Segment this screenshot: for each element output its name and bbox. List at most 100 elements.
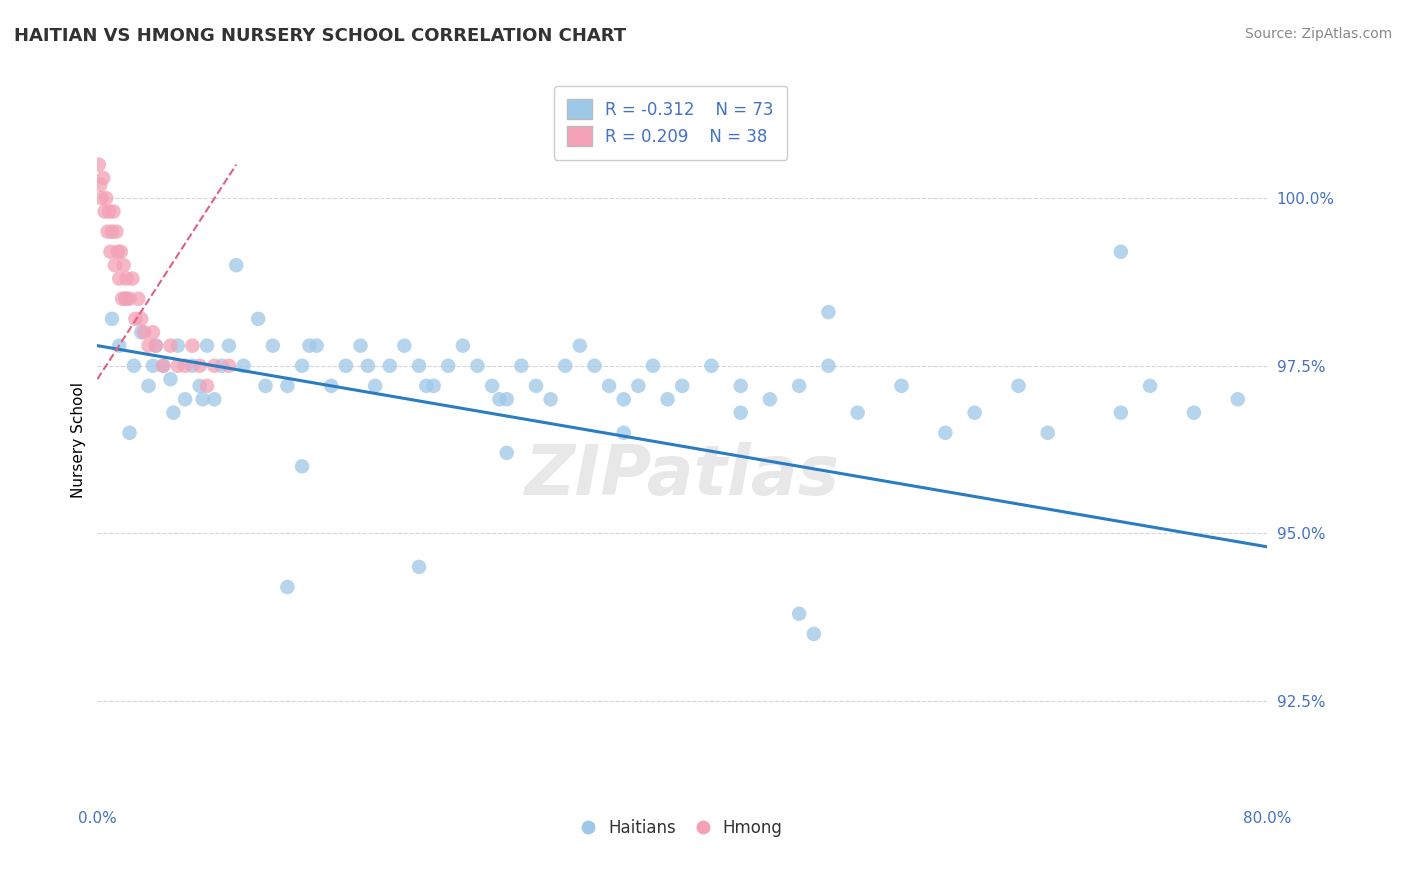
Point [152,359,174,373]
Point [730,379,752,393]
Point [627,379,650,393]
Point [583,359,606,373]
Point [98,204,121,219]
Point [495,446,517,460]
Point [467,359,489,373]
Point [378,359,401,373]
Point [91,171,114,186]
Point [225,258,247,272]
Point [97,225,120,239]
Point [641,359,664,373]
Point [335,359,357,373]
Point [211,359,233,373]
Point [145,338,167,352]
Point [118,425,141,440]
Point [291,459,314,474]
Point [152,359,174,373]
Legend: Haitians, Hmong: Haitians, Hmong [575,813,789,844]
Point [142,359,165,373]
Point [159,338,181,352]
Point [138,379,160,393]
Point [100,244,122,259]
Point [124,311,146,326]
Point [115,292,138,306]
Y-axis label: Nursery School: Nursery School [72,382,86,498]
Point [166,338,188,352]
Point [174,359,197,373]
Point [817,359,839,373]
Point [218,338,240,352]
Point [101,311,124,326]
Point [488,392,510,407]
Point [107,244,129,259]
Point [700,359,723,373]
Point [142,325,165,339]
Point [112,258,135,272]
Point [218,359,240,373]
Point [422,379,444,393]
Point [195,338,218,352]
Point [111,292,134,306]
Point [495,392,517,407]
Point [108,271,131,285]
Point [613,392,636,407]
Point [437,359,460,373]
Point [94,191,117,205]
Point [510,359,533,373]
Point [817,305,839,319]
Point [787,607,810,621]
Point [364,379,387,393]
Point [138,338,160,352]
Point [121,271,143,285]
Point [1007,379,1029,393]
Point [963,406,986,420]
Point [87,158,110,172]
Point [759,392,782,407]
Point [730,406,752,420]
Point [162,406,184,420]
Point [105,225,128,239]
Point [357,359,380,373]
Point [108,338,131,352]
Point [254,379,277,393]
Point [195,379,218,393]
Point [934,425,956,440]
Point [191,392,214,407]
Point [232,359,254,373]
Point [276,580,298,594]
Point [122,359,145,373]
Point [598,379,620,393]
Point [89,178,111,192]
Point [166,359,188,373]
Point [554,359,576,373]
Point [188,359,211,373]
Point [1182,406,1205,420]
Point [103,204,125,219]
Point [202,392,225,407]
Point [613,425,636,440]
Point [104,258,127,272]
Point [110,244,132,259]
Point [803,627,825,641]
Point [276,379,298,393]
Point [291,359,314,373]
Point [145,338,167,352]
Point [321,379,343,393]
Point [114,292,136,306]
Point [181,338,204,352]
Point [408,359,430,373]
Point [298,338,321,352]
Point [1109,406,1132,420]
Point [118,292,141,306]
Point [93,204,115,219]
Point [129,325,152,339]
Point [787,379,810,393]
Point [305,338,328,352]
Point [1226,392,1249,407]
Point [188,379,211,393]
Point [1109,244,1132,259]
Point [671,379,693,393]
Point [129,311,152,326]
Point [524,379,547,393]
Point [115,271,138,285]
